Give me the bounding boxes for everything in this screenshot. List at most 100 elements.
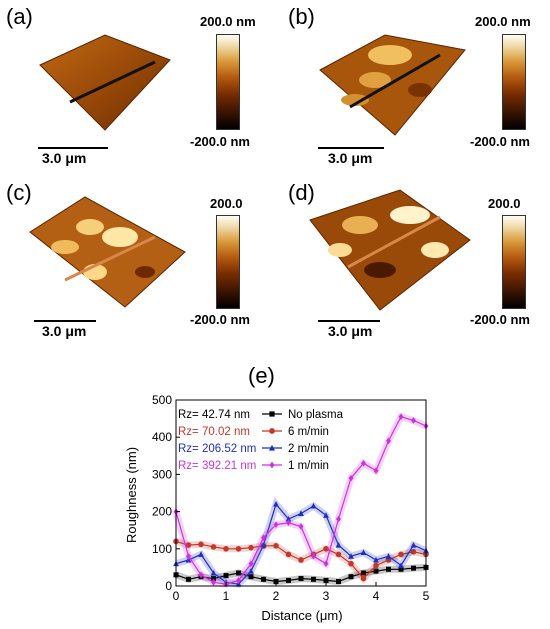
data-point <box>273 543 279 549</box>
y-tick-label: 0 <box>165 579 172 593</box>
data-point <box>298 576 304 582</box>
legend-entry-0: Rz= 42.74 nm No plasma <box>178 409 344 421</box>
panel-c-scale-label: 3.0 μm <box>42 323 87 339</box>
data-point <box>286 519 291 527</box>
panel-b-profile-arrow <box>349 53 441 109</box>
panel-d-profile-arrow <box>347 215 441 269</box>
data-point <box>335 551 342 558</box>
legend-marker <box>269 428 275 434</box>
data-point <box>348 574 354 580</box>
panel-b-colorbar <box>502 34 526 130</box>
data-point <box>223 573 229 579</box>
x-tick-label: 4 <box>373 589 380 603</box>
legend-series-name: 2 m/min <box>288 443 329 455</box>
data-point <box>336 515 341 523</box>
data-point <box>386 437 391 445</box>
x-tick-label: 0 <box>173 589 180 603</box>
data-point <box>248 574 254 580</box>
panel-a-afm-surface <box>39 34 171 131</box>
data-point <box>198 541 204 548</box>
x-axis-label: Distance (μm) <box>261 608 342 623</box>
data-point <box>285 515 292 522</box>
data-point <box>398 566 404 572</box>
panel-c-cbar-min: -200.0 nm <box>190 312 250 327</box>
data-point <box>373 556 379 563</box>
data-point <box>260 541 267 548</box>
panel-d-letter: (d) <box>288 180 315 205</box>
data-point <box>360 575 367 582</box>
legend-marker <box>269 461 275 469</box>
data-point <box>298 523 304 530</box>
data-point <box>198 571 204 579</box>
data-point <box>373 562 379 569</box>
legend-rz-label: Rz= 206.52 nm <box>178 443 256 455</box>
legend-marker <box>269 411 275 417</box>
x-tick-label: 3 <box>323 589 330 603</box>
data-point <box>323 577 329 583</box>
data-point <box>310 502 317 509</box>
y-axis-label: Roughness (nm) <box>124 447 139 543</box>
axes-frame <box>175 399 427 587</box>
data-point <box>185 542 192 548</box>
data-point <box>385 553 392 559</box>
data-point <box>323 546 329 552</box>
data-point <box>235 546 242 552</box>
x-tick-label: 5 <box>423 589 430 603</box>
data-point <box>186 552 191 560</box>
data-point <box>185 556 192 563</box>
panel-b-letter: (b) <box>288 4 315 29</box>
legend-rz-label: Rz= 392.21 nm <box>178 460 256 472</box>
data-point <box>248 568 254 574</box>
x-tick-label: 1 <box>223 589 230 603</box>
panel-c-afm-surface <box>29 196 186 308</box>
legend-series-name: 1 m/min <box>288 460 329 472</box>
data-point <box>261 534 266 541</box>
y-tick-label: 500 <box>152 393 172 407</box>
panel-c-scale-bar <box>34 320 96 322</box>
panel-a-scale-label: 3.0 μm <box>42 150 87 166</box>
data-point <box>336 579 341 585</box>
panel-d-scale-label: 3.0 μm <box>328 323 373 339</box>
data-point <box>411 417 416 424</box>
data-point <box>410 541 417 548</box>
data-point <box>411 565 416 571</box>
legend-rz-label: Rz= 42.74 nm <box>178 409 250 421</box>
data-point <box>210 544 217 550</box>
data-point <box>223 546 229 552</box>
panel-b-scale-bar <box>318 147 384 149</box>
x-tick-label: 2 <box>273 589 280 603</box>
data-point <box>386 566 391 572</box>
panel-b-cbar-min: -200.0 nm <box>470 134 530 149</box>
data-point <box>335 541 342 548</box>
data-point <box>348 560 354 567</box>
data-point <box>373 568 379 574</box>
data-point <box>398 413 404 421</box>
panel-c-letter: (c) <box>6 180 32 205</box>
data-point <box>273 579 279 585</box>
legend-rz-label: Rz= 70.02 nm <box>178 426 250 438</box>
series-2 <box>173 497 429 588</box>
panel-b-scale-label: 3.0 μm <box>328 150 373 166</box>
data-point <box>211 576 216 582</box>
data-point <box>348 474 354 482</box>
data-point <box>298 557 304 563</box>
y-tick-label: 300 <box>152 467 172 481</box>
legend-entry-2: Rz= 206.52 nm 2 m/min <box>178 443 329 455</box>
legend-series-name: 6 m/min <box>288 426 329 438</box>
y-tick-label: 400 <box>152 430 172 444</box>
y-tick-label: 100 <box>152 542 172 556</box>
data-point <box>273 521 279 528</box>
panel-a-letter: (a) <box>6 4 33 29</box>
legend-marker <box>269 444 275 451</box>
panel-d-scale-bar <box>318 320 380 322</box>
panel-d-colorbar <box>502 215 526 309</box>
data-point <box>261 576 266 582</box>
series-3 <box>172 412 429 588</box>
plot-area <box>176 400 426 586</box>
data-point <box>286 577 291 583</box>
panel-c-profile-arrow <box>64 235 156 282</box>
data-point <box>361 570 366 576</box>
panel-b-afm-surface <box>319 34 466 136</box>
data-point <box>236 577 241 584</box>
